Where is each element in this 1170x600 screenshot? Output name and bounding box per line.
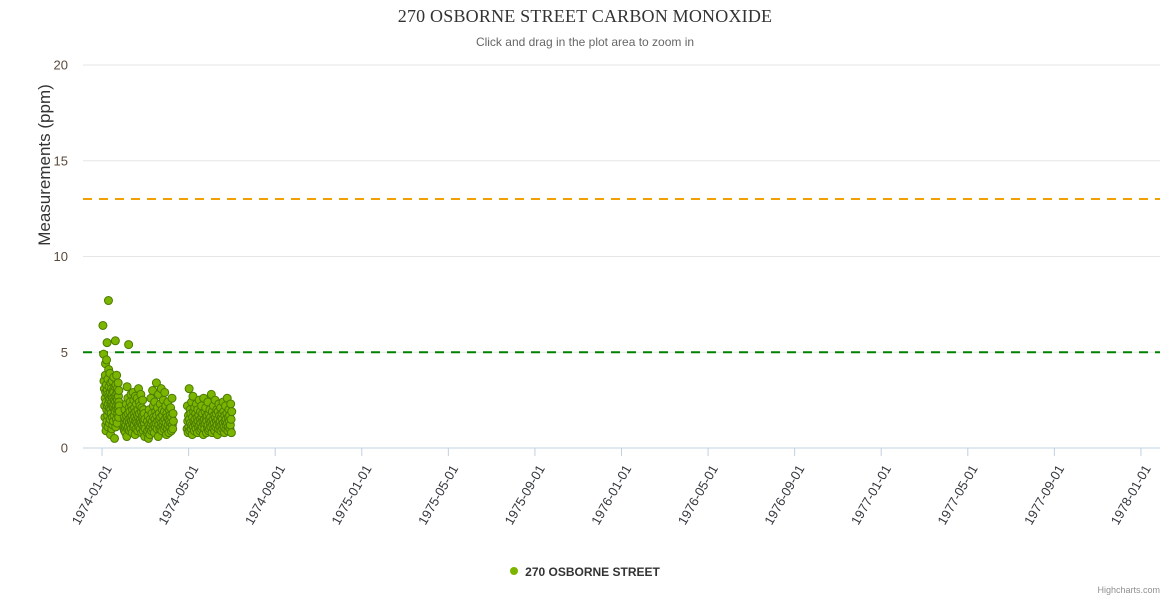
scatter-point[interactable] [102, 355, 112, 365]
right-edge-mask [1160, 448, 1170, 558]
y-axis-ticks: 0 5 10 15 20 [54, 58, 68, 456]
scatter-point[interactable] [122, 382, 132, 392]
x-tick-label: 1978-01-01 [1108, 462, 1154, 527]
x-tick-label: 1974-09-01 [242, 462, 288, 527]
x-tick-label: 1977-01-01 [848, 462, 894, 527]
scatter-points[interactable] [98, 296, 237, 443]
y-tick-label: 15 [54, 153, 68, 168]
legend-item-label: 270 OSBORNE STREET [525, 564, 660, 579]
chart-title: 270 OSBORNE STREET CARBON MONOXIDE [397, 6, 773, 26]
threshold-lines [83, 198, 1160, 354]
scatter-point[interactable] [184, 384, 194, 394]
x-tick-label: 1976-05-01 [675, 462, 721, 527]
y-tick-label: 0 [61, 441, 68, 456]
scatter-point[interactable] [160, 387, 170, 397]
y-tick-label: 10 [54, 249, 68, 264]
scatter-point[interactable] [226, 399, 236, 409]
x-tick-label: 1977-05-01 [934, 462, 980, 527]
scatter-point[interactable] [151, 378, 161, 388]
x-tick-label: 1975-05-01 [415, 462, 461, 527]
legend-marker-icon [510, 566, 519, 575]
scatter-point[interactable] [138, 395, 148, 405]
scatter-point[interactable] [226, 428, 236, 438]
x-tick-label: 1976-01-01 [588, 462, 634, 527]
scatter-point[interactable] [124, 340, 134, 350]
scatter-point[interactable] [167, 393, 177, 403]
scatter-point[interactable] [110, 433, 120, 443]
scatter-point[interactable] [227, 407, 237, 417]
y-tick-label: 20 [54, 58, 68, 73]
scatter-point[interactable] [103, 296, 113, 306]
scatter-point[interactable] [168, 416, 178, 426]
scatter-point[interactable] [102, 338, 112, 348]
chart-subtitle: Click and drag in the plot area to zoom … [475, 35, 695, 49]
scatter-point[interactable] [114, 386, 124, 396]
x-tick-label: 1975-09-01 [502, 462, 548, 527]
x-tick-label: 1976-09-01 [761, 462, 807, 527]
scatter-point[interactable] [113, 378, 123, 388]
scatter-point[interactable] [226, 414, 236, 424]
x-tick-label: 1975-01-01 [328, 462, 374, 527]
x-tick-label: 1974-01-01 [69, 462, 115, 527]
legend-item-270-osborne-street[interactable]: 270 OSBORNE STREET [510, 564, 660, 579]
y-tick-label: 5 [61, 345, 68, 360]
x-axis-ticks: 1974-01-01 1974-05-01 1974-09-01 1975-01-01… [69, 448, 1170, 558]
scatter-point[interactable] [112, 370, 122, 380]
x-tick-label: 1974-05-01 [155, 462, 201, 527]
gridlines [83, 64, 1160, 449]
scatter-point[interactable] [168, 424, 178, 434]
x-tick-label: 1977-09-01 [1021, 462, 1067, 527]
scatter-point[interactable] [110, 336, 120, 346]
scatter-point[interactable] [98, 320, 108, 330]
scatter-point[interactable] [168, 409, 178, 419]
legend: 270 OSBORNE STREET [0, 562, 1170, 580]
credits-link[interactable]: Highcharts.com [1097, 585, 1160, 595]
